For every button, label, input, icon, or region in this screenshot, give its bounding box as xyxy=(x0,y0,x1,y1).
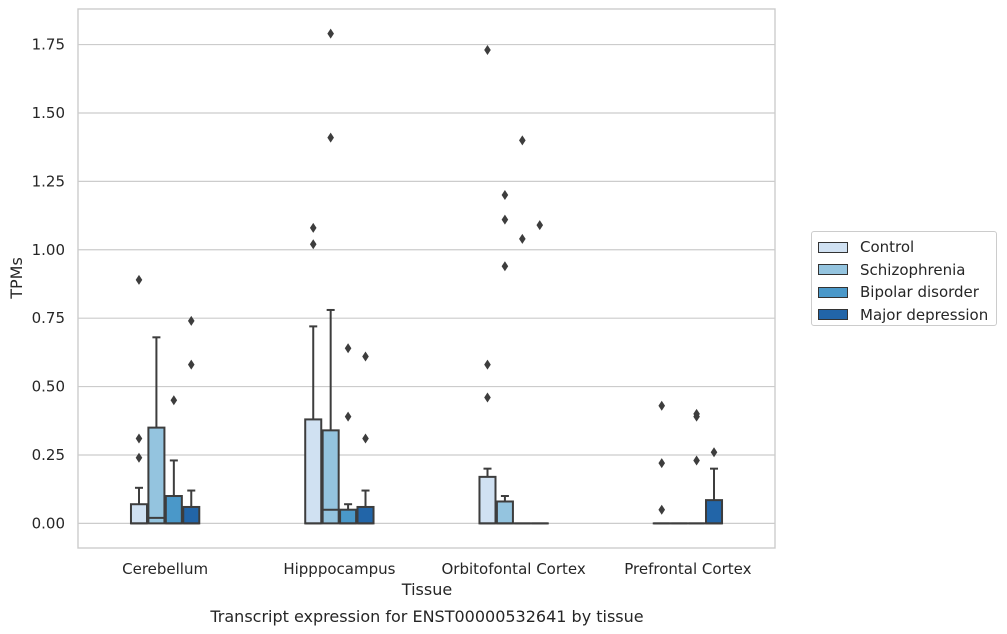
chart-title: Transcript expression for ENST0000053264… xyxy=(209,607,643,626)
box-group xyxy=(182,315,201,525)
box xyxy=(147,426,166,525)
outlier-point xyxy=(327,132,334,143)
box xyxy=(129,503,149,525)
outlier-point xyxy=(658,458,666,469)
legend-item: Major depression xyxy=(818,304,996,327)
box-group xyxy=(530,220,549,525)
legend-label: Schizophrenia xyxy=(860,260,966,279)
legend-swatch xyxy=(818,286,848,298)
outlier-point xyxy=(344,411,352,422)
y-axis-title: TPMs xyxy=(7,257,26,300)
box-group xyxy=(147,336,166,525)
y-tick-label: 1.00 xyxy=(32,241,65,259)
outlier-point xyxy=(344,343,352,354)
outlier-point xyxy=(327,28,334,39)
outlier-point xyxy=(501,190,509,201)
outlier-point xyxy=(309,222,317,233)
box-group xyxy=(704,447,724,525)
box xyxy=(495,500,514,525)
outlier-point xyxy=(187,359,195,370)
x-tick-label: Prefrontal Cortex xyxy=(624,560,751,578)
outlier-point xyxy=(362,433,369,444)
outlier-point xyxy=(135,433,143,444)
outlier-point xyxy=(693,455,700,466)
box-group xyxy=(687,408,706,525)
box xyxy=(478,475,497,525)
x-tick-label: Hipppocampus xyxy=(283,560,395,578)
y-tick-label: 0.25 xyxy=(32,446,65,464)
outlier-point xyxy=(170,395,178,406)
box-group xyxy=(478,45,497,525)
y-tick-label: 0.75 xyxy=(32,309,65,327)
box-group xyxy=(304,222,323,525)
outlier-point xyxy=(187,315,195,326)
outlier-point xyxy=(484,45,491,56)
box xyxy=(356,505,375,525)
legend-item: Control xyxy=(818,236,996,259)
x-axis-title: Tissue xyxy=(401,580,452,599)
box xyxy=(339,508,358,525)
outlier-point xyxy=(501,214,509,225)
box xyxy=(321,429,340,525)
legend-item: Schizophrenia xyxy=(818,259,996,282)
x-tick-label: Orbitofontal Cortex xyxy=(442,560,586,578)
legend: Control Schizophrenia Bipolar disorder Majo… xyxy=(811,231,997,326)
outlier-point xyxy=(362,351,369,362)
y-tick-label: 0.00 xyxy=(32,514,65,532)
y-tick-label: 1.25 xyxy=(32,172,65,190)
plot-area-frame xyxy=(77,8,776,549)
box-group xyxy=(129,274,149,525)
legend-label: Bipolar disorder xyxy=(860,283,979,302)
box-series xyxy=(129,28,724,525)
grid-lines xyxy=(78,43,775,524)
box xyxy=(304,418,323,525)
box xyxy=(182,505,201,525)
box-group xyxy=(513,135,532,525)
outlier-point xyxy=(536,220,544,231)
outlier-point xyxy=(658,400,666,411)
outlier-point xyxy=(135,452,143,463)
outlier-point xyxy=(710,447,718,458)
x-tick-label: Cerebellum xyxy=(122,560,208,578)
box xyxy=(164,495,183,525)
outlier-point xyxy=(519,233,526,244)
legend-label: Major depression xyxy=(860,305,989,324)
box-group xyxy=(495,190,514,525)
outlier-point xyxy=(135,274,143,285)
outlier-point xyxy=(309,239,317,250)
y-axis-ticks: 0.00 0.25 0.50 0.75 1.00 1.25 1.50 1.75 xyxy=(32,36,65,533)
y-tick-label: 1.75 xyxy=(32,36,65,54)
box-group xyxy=(321,28,340,525)
outlier-point xyxy=(484,392,491,403)
outlier-point xyxy=(519,135,526,146)
box-group xyxy=(356,351,375,525)
box-group xyxy=(339,343,358,525)
legend-label: Control xyxy=(860,238,915,257)
y-tick-label: 0.50 xyxy=(32,378,65,396)
legend-item: Bipolar disorder xyxy=(818,281,996,304)
outlier-point xyxy=(693,408,700,419)
outlier-point xyxy=(658,504,666,515)
legend-swatch xyxy=(818,241,848,253)
legend-swatch xyxy=(818,264,848,276)
box-group xyxy=(652,400,671,525)
legend-swatch xyxy=(818,309,848,321)
box xyxy=(704,499,724,525)
y-tick-label: 1.50 xyxy=(32,104,65,122)
x-axis-ticks: Cerebellum Hipppocampus Orbitofontal Corte… xyxy=(122,560,751,578)
outlier-point xyxy=(501,261,509,272)
box-group xyxy=(164,395,183,525)
outlier-point xyxy=(484,359,491,370)
